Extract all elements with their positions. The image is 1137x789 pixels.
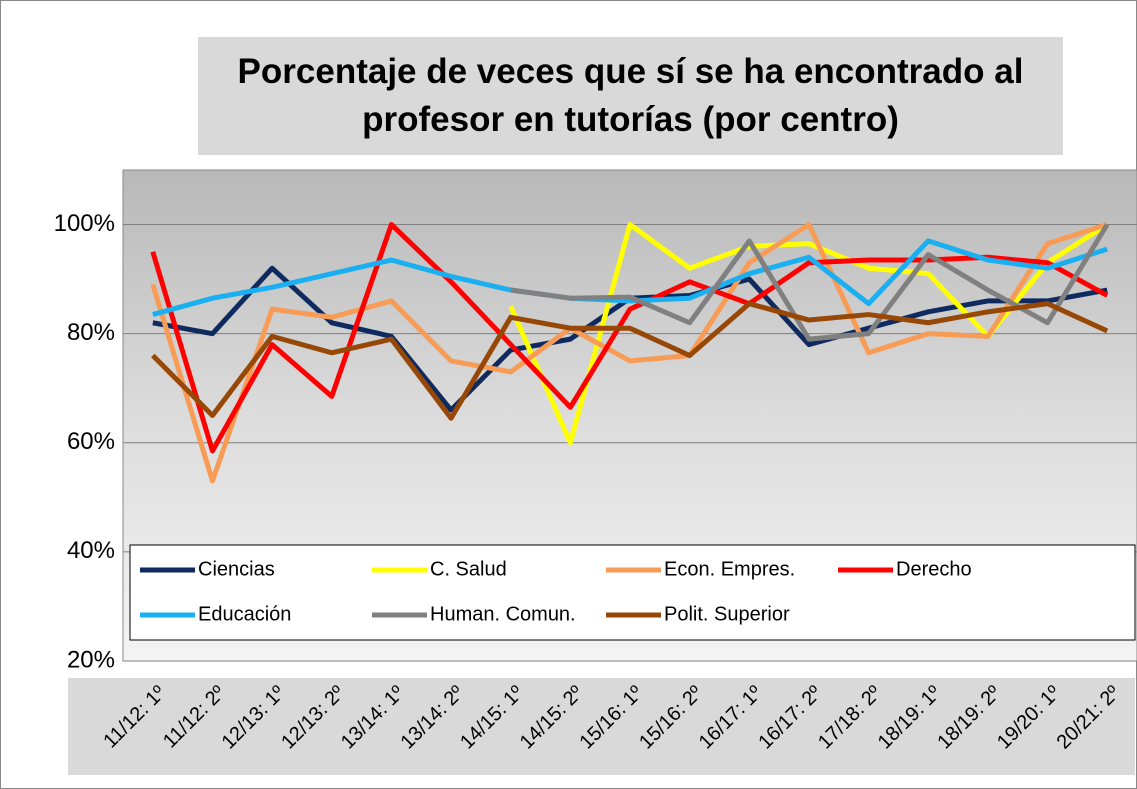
y-tick-label: 100% xyxy=(54,210,115,237)
legend-label: Econ. Empres. xyxy=(664,558,795,580)
legend-label: Educación xyxy=(198,603,291,625)
y-tick-label: 80% xyxy=(67,319,115,346)
chart-title: Porcentaje de veces que sí se ha encontr… xyxy=(198,37,1063,155)
legend-label: Derecho xyxy=(896,558,972,580)
legend-label: Ciencias xyxy=(198,558,275,580)
series-line xyxy=(152,238,1108,317)
series-line xyxy=(150,222,1109,454)
series-line xyxy=(150,222,1108,484)
legend-label: C. Salud xyxy=(430,558,507,580)
series-line xyxy=(510,223,1110,342)
y-tick-label: 60% xyxy=(67,428,115,455)
series-line xyxy=(151,301,1109,421)
legend xyxy=(129,544,1136,641)
y-tick-label: 40% xyxy=(67,537,115,564)
legend-label: Polit. Superior xyxy=(664,603,790,625)
y-tick-label: 20% xyxy=(67,646,115,673)
legend-label: Human. Comun. xyxy=(430,603,576,625)
x-label-area xyxy=(68,678,1135,775)
